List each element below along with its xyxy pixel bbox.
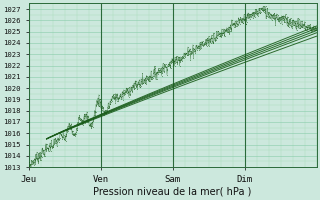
X-axis label: Pression niveau de la mer( hPa ): Pression niveau de la mer( hPa ) [93,187,252,197]
